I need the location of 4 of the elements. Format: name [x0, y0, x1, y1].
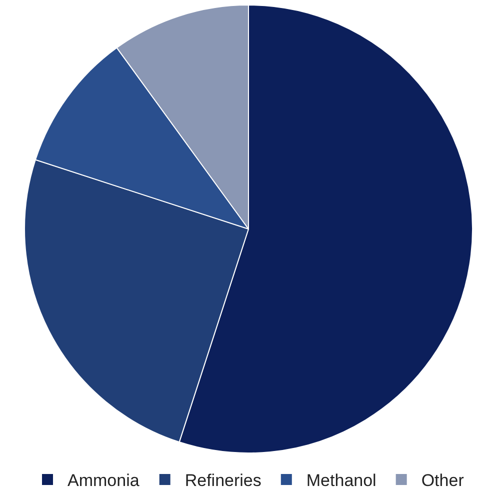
legend-label: Methanol [306, 471, 376, 490]
legend-label: Ammonia [68, 471, 140, 490]
legend-label: Refineries [184, 471, 262, 490]
legend-label: Other [421, 471, 464, 490]
